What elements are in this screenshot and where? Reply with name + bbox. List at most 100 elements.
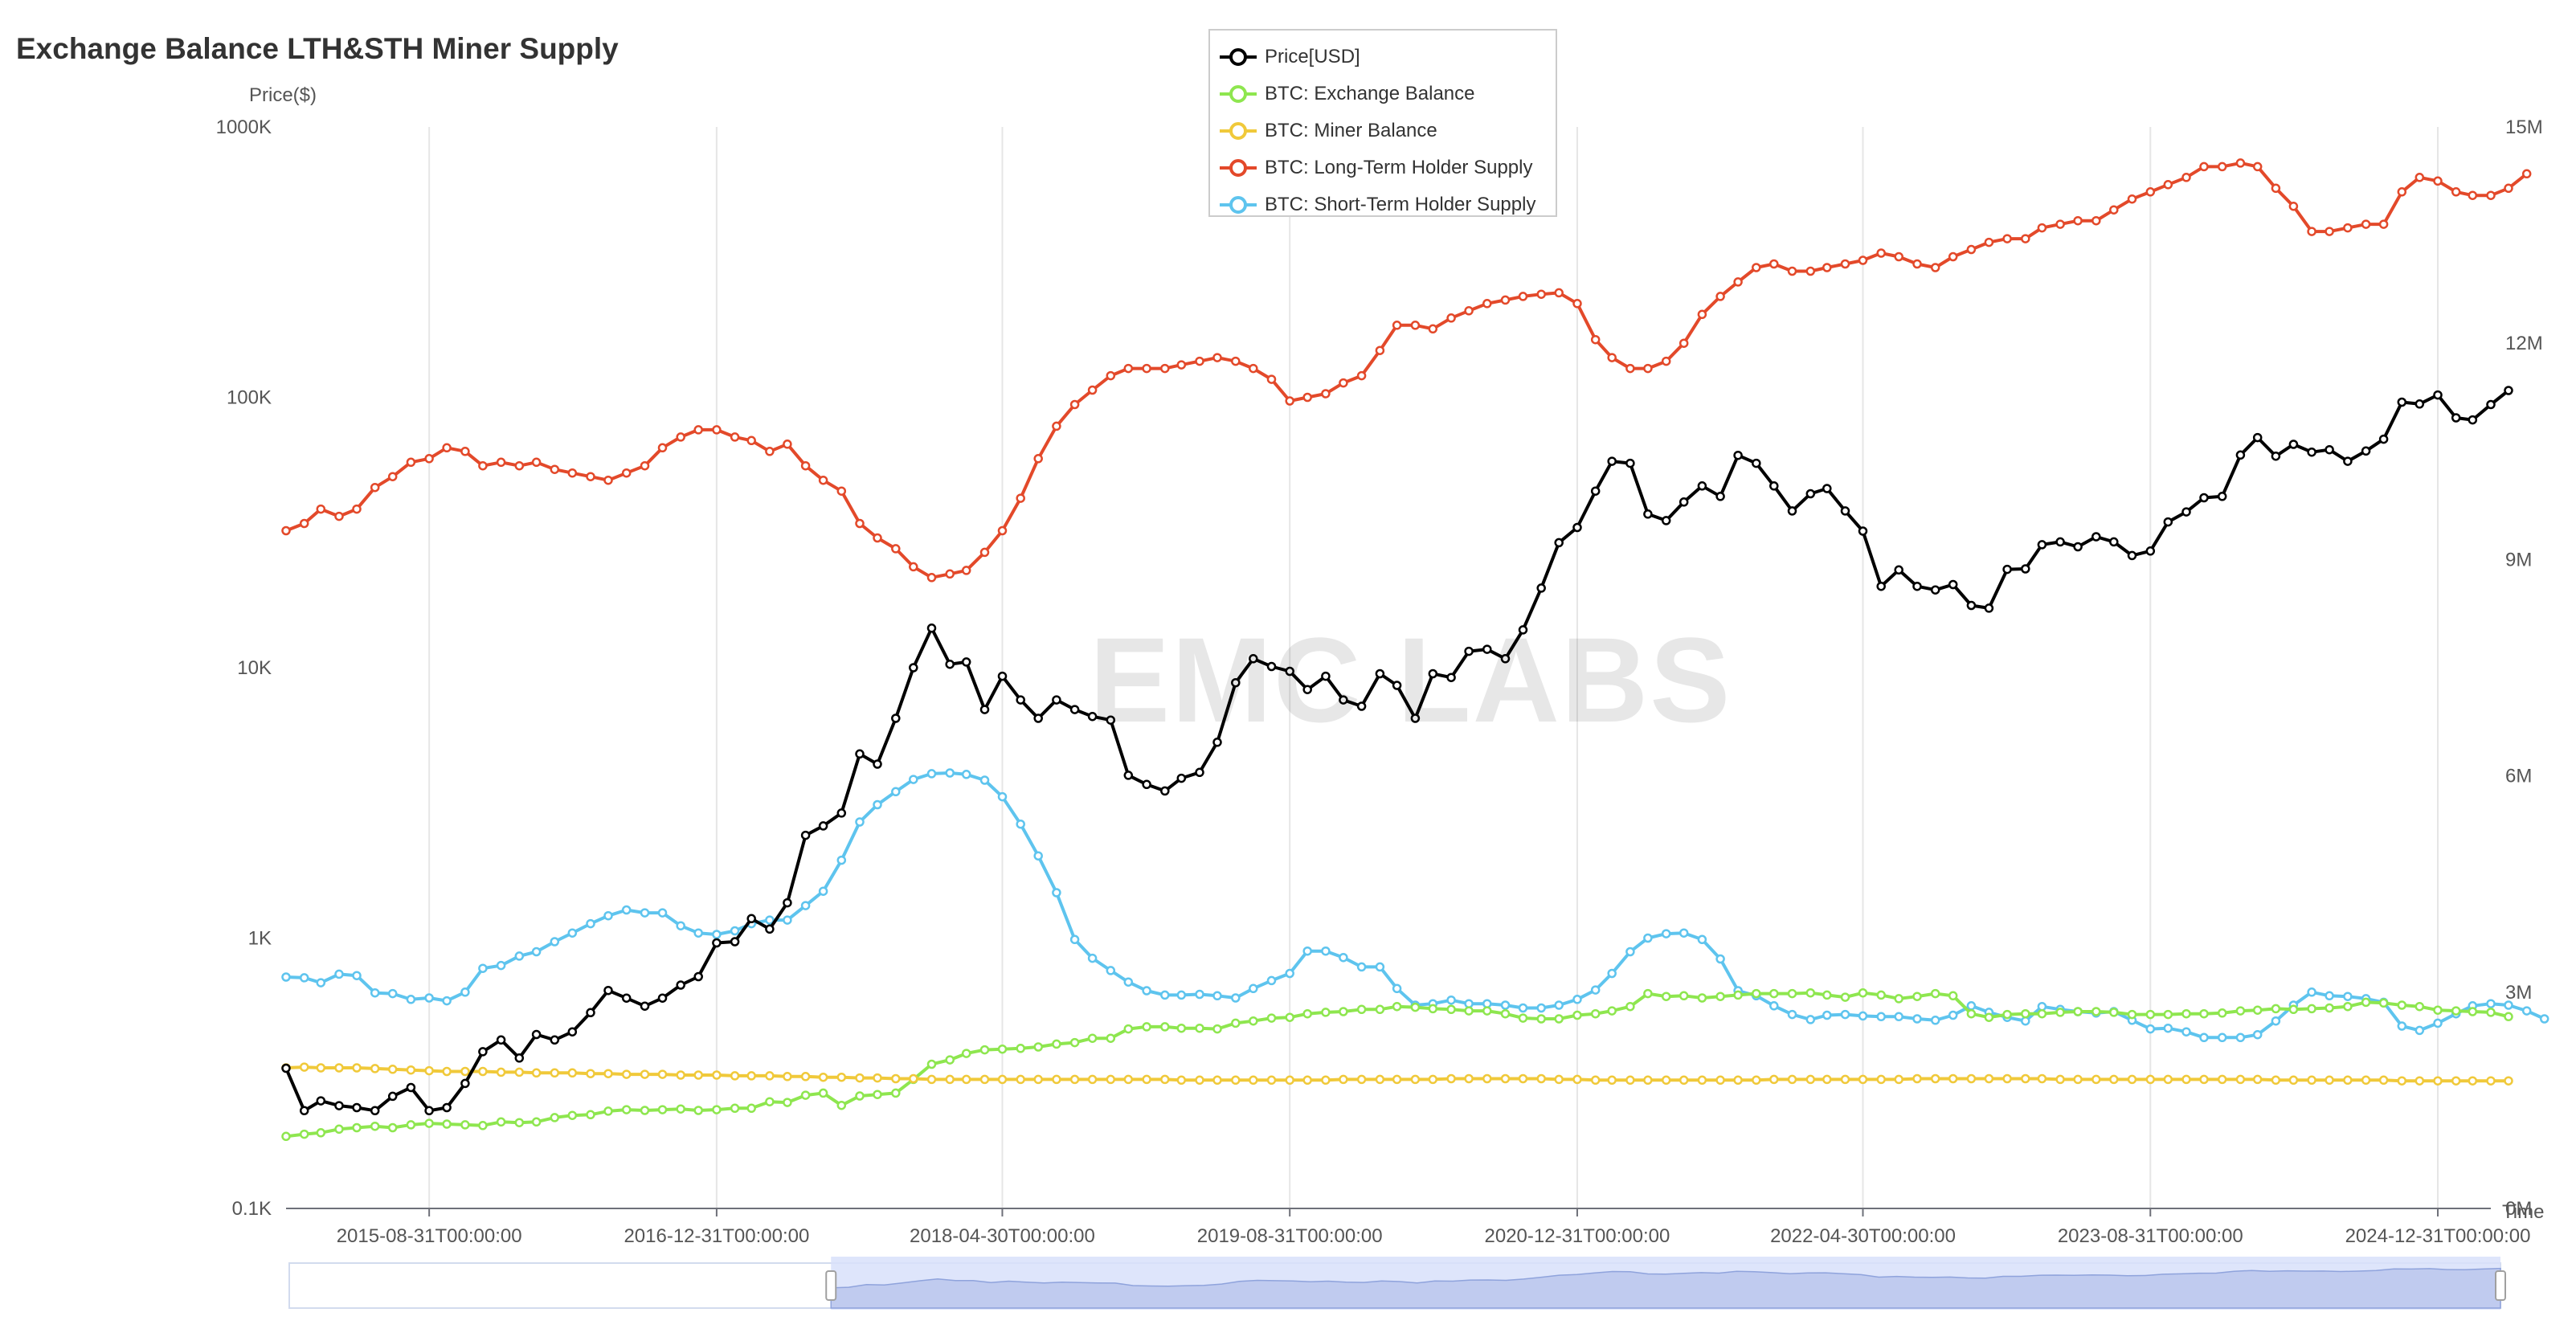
data-point xyxy=(2504,183,2513,194)
x-tick-label: 2020-12-31T00:00:00 xyxy=(1485,1225,1670,1247)
data-point xyxy=(1912,581,1922,591)
data-point xyxy=(1016,695,1025,705)
legend-item[interactable]: BTC: Miner Balance xyxy=(1216,112,1556,149)
data-point xyxy=(1948,1010,1958,1020)
data-point xyxy=(1678,497,1689,507)
data-point xyxy=(1876,1012,1886,1022)
data-point xyxy=(1482,299,1492,309)
data-point xyxy=(1536,583,1546,593)
data-point xyxy=(2073,542,2083,552)
data-point xyxy=(316,1128,326,1138)
data-point xyxy=(1912,259,1922,269)
data-point xyxy=(496,1117,506,1127)
data-point xyxy=(352,1122,362,1133)
data-point xyxy=(1302,392,1312,403)
data-point xyxy=(1643,509,1653,519)
data-point xyxy=(1033,454,1043,464)
legend-label: Price[USD] xyxy=(1265,46,1360,67)
data-point xyxy=(818,886,828,896)
data-point xyxy=(1375,1074,1385,1085)
data-point xyxy=(1840,992,1850,1002)
data-point xyxy=(2199,162,2209,172)
data-point xyxy=(1607,1075,1617,1086)
data-point xyxy=(1518,625,1528,635)
data-point xyxy=(1285,1075,1294,1086)
zoom-handle-end[interactable] xyxy=(2495,1270,2506,1301)
data-point xyxy=(640,1069,650,1079)
data-point xyxy=(1249,363,1258,374)
data-point xyxy=(586,472,595,481)
data-point xyxy=(1302,1075,1312,1086)
legend-item[interactable]: BTC: Short-Term Holder Supply xyxy=(1216,186,1556,223)
data-point xyxy=(1392,1001,1402,1012)
data-point xyxy=(1787,988,1797,999)
watermark: EMC LABS xyxy=(1090,612,1732,747)
legend-item[interactable]: Price[USD] xyxy=(1216,39,1556,76)
data-point xyxy=(603,1069,613,1078)
y-right-tick-label: 0M xyxy=(2505,1198,2532,1220)
series-line-btc-long-term-holder-supply xyxy=(285,161,2528,579)
data-point xyxy=(586,918,595,929)
data-point xyxy=(1733,277,1743,287)
chart-title: Exchange Balance LTH&STH Miner Supply xyxy=(16,32,619,65)
data-point xyxy=(855,1091,865,1101)
data-point xyxy=(1769,481,1779,491)
data-point xyxy=(657,443,668,453)
data-point xyxy=(2199,1008,2209,1019)
data-point xyxy=(1536,1003,1546,1013)
data-point xyxy=(873,533,882,543)
data-point xyxy=(603,985,613,996)
data-point xyxy=(1752,1075,1761,1086)
data-point xyxy=(1840,1074,1850,1085)
data-point xyxy=(1930,585,1940,595)
data-point xyxy=(387,1091,398,1102)
data-point xyxy=(2288,201,2299,211)
data-point xyxy=(1876,1074,1886,1085)
data-point xyxy=(909,663,918,673)
data-point xyxy=(1428,1004,1438,1014)
data-point xyxy=(2414,1025,2425,1036)
data-point xyxy=(1339,1074,1348,1085)
data-point xyxy=(2037,1001,2047,1012)
data-point xyxy=(2343,1075,2353,1086)
data-point xyxy=(478,460,488,471)
data-point xyxy=(531,1068,542,1078)
data-point xyxy=(370,482,380,493)
legend: Price[USD] BTC: Exchange Balance BTC: Mine… xyxy=(1208,29,1557,217)
data-point xyxy=(2397,1076,2407,1086)
data-point xyxy=(1822,990,1832,1000)
x-tick-label: 2024-12-31T00:00:00 xyxy=(2345,1225,2531,1247)
data-point xyxy=(1375,1004,1385,1015)
data-point xyxy=(1249,1075,1258,1086)
data-point xyxy=(567,928,578,938)
data-point xyxy=(2451,413,2461,423)
legend-item[interactable]: BTC: Exchange Balance xyxy=(1216,76,1556,112)
legend-item[interactable]: BTC: Long-Term Holder Supply xyxy=(1216,149,1556,186)
data-point xyxy=(2109,205,2119,215)
data-point xyxy=(387,1065,398,1074)
data-point xyxy=(2504,386,2513,395)
data-point xyxy=(2486,399,2496,410)
data-point xyxy=(1822,1074,1832,1085)
data-point xyxy=(1769,1074,1779,1085)
data-point xyxy=(2252,432,2263,443)
data-point xyxy=(1212,991,1222,1001)
data-point xyxy=(1876,248,1886,258)
data-point xyxy=(1321,389,1331,399)
data-point xyxy=(299,1106,309,1116)
data-point xyxy=(1643,933,1653,943)
data-point xyxy=(945,1055,955,1065)
data-point xyxy=(2163,1074,2173,1085)
legend-line-circle-icon xyxy=(1220,48,1257,66)
data-point xyxy=(2002,234,2012,243)
data-point xyxy=(334,969,344,979)
data-point xyxy=(1500,295,1511,305)
data-point xyxy=(1518,1003,1528,1013)
data-point xyxy=(783,897,792,908)
zoom-handle-start[interactable] xyxy=(825,1270,837,1301)
data-point xyxy=(1392,321,1402,330)
data-point xyxy=(1482,644,1492,654)
data-point xyxy=(1733,450,1743,460)
data-point xyxy=(961,566,971,575)
